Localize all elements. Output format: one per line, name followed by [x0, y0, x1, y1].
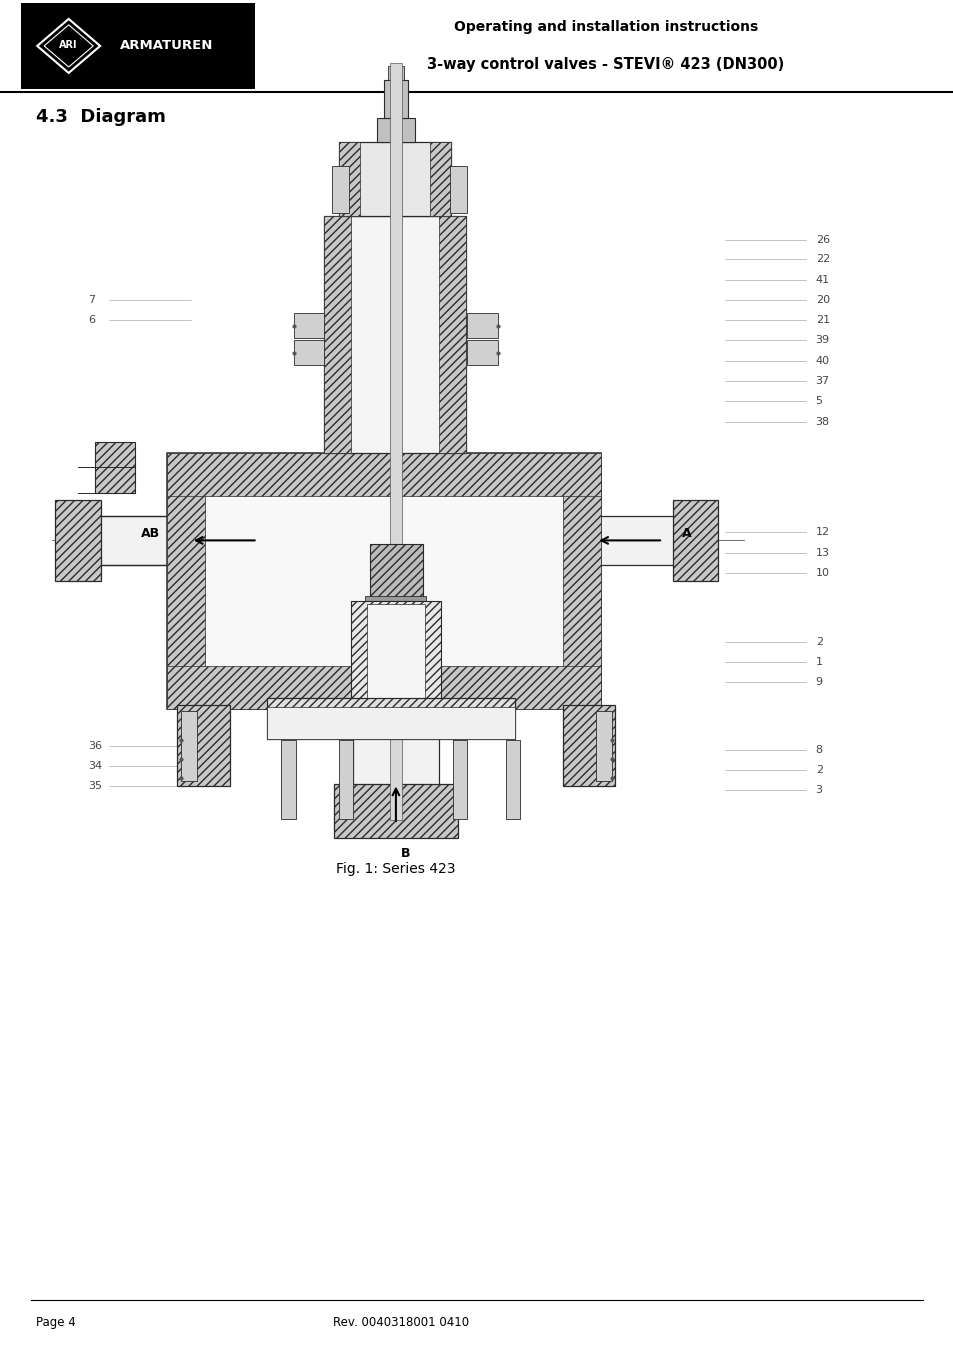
Text: 40: 40 — [815, 355, 829, 366]
Bar — [167, 453, 600, 709]
Bar — [324, 216, 465, 453]
Text: 7: 7 — [88, 295, 94, 305]
Text: 22: 22 — [815, 254, 829, 265]
Text: 35: 35 — [88, 781, 102, 792]
Text: 34: 34 — [88, 761, 102, 771]
Text: Operating and installation instructions: Operating and installation instructions — [454, 20, 757, 34]
Text: 26: 26 — [815, 235, 829, 246]
Bar — [505, 740, 519, 819]
Bar — [672, 500, 718, 581]
Bar — [596, 711, 611, 781]
Bar — [181, 711, 196, 781]
Text: 20: 20 — [815, 295, 829, 305]
Text: 9: 9 — [815, 677, 821, 688]
Text: 3-way control valves - STEVI® 423 (DN300): 3-way control valves - STEVI® 423 (DN300… — [427, 57, 783, 73]
Text: B: B — [400, 847, 410, 861]
Text: 12: 12 — [815, 527, 829, 538]
Bar — [332, 166, 349, 213]
Bar — [338, 142, 451, 216]
Bar — [467, 340, 497, 365]
Bar — [338, 142, 359, 216]
Bar — [376, 118, 415, 142]
Text: 6: 6 — [88, 315, 94, 326]
Text: A: A — [681, 527, 691, 540]
Text: ARI: ARI — [59, 39, 78, 50]
Bar — [562, 453, 600, 709]
Bar — [367, 604, 424, 698]
Text: 21: 21 — [815, 315, 829, 326]
Text: 2: 2 — [815, 636, 821, 647]
Bar — [281, 740, 295, 819]
Text: 10: 10 — [815, 567, 829, 578]
Text: 37: 37 — [815, 376, 829, 386]
Text: 4.3  Diagram: 4.3 Diagram — [36, 108, 166, 126]
Text: 1: 1 — [815, 657, 821, 667]
Text: 39: 39 — [815, 335, 829, 346]
Bar — [167, 453, 205, 709]
Bar — [467, 313, 497, 338]
Bar — [294, 340, 324, 365]
Bar — [383, 80, 408, 118]
Bar — [55, 500, 101, 581]
Text: Rev. 0040318001 0410: Rev. 0040318001 0410 — [333, 1316, 468, 1329]
Text: Page 4: Page 4 — [36, 1316, 76, 1329]
Bar — [267, 698, 515, 739]
Bar — [438, 216, 465, 453]
Bar — [486, 516, 677, 565]
Bar — [430, 142, 451, 216]
Bar — [95, 516, 286, 565]
Bar — [353, 590, 438, 820]
Bar — [95, 442, 135, 493]
Text: 3: 3 — [815, 785, 821, 796]
Text: 41: 41 — [815, 274, 829, 285]
Text: AB: AB — [141, 527, 160, 540]
Bar — [388, 66, 403, 80]
Bar — [450, 166, 467, 213]
Text: 38: 38 — [815, 416, 829, 427]
Bar — [167, 666, 600, 709]
Bar — [267, 707, 515, 739]
Bar — [351, 601, 440, 703]
Bar — [365, 596, 426, 609]
Bar — [21, 3, 254, 89]
Bar — [324, 216, 351, 453]
Bar — [177, 705, 230, 786]
Text: ARMATUREN: ARMATUREN — [120, 39, 213, 53]
Text: 13: 13 — [815, 547, 829, 558]
Bar — [453, 740, 467, 819]
Bar — [167, 453, 600, 496]
Bar — [390, 63, 401, 820]
Bar — [370, 544, 422, 601]
Text: 2: 2 — [815, 765, 821, 775]
Text: Fig. 1: Series 423: Fig. 1: Series 423 — [335, 862, 456, 875]
Text: 8: 8 — [815, 744, 821, 755]
Bar — [294, 313, 324, 338]
Bar — [95, 516, 286, 565]
Bar — [562, 705, 615, 786]
Bar — [334, 784, 457, 838]
Text: 36: 36 — [88, 740, 102, 751]
Bar — [338, 740, 353, 819]
Text: 5: 5 — [815, 396, 821, 407]
